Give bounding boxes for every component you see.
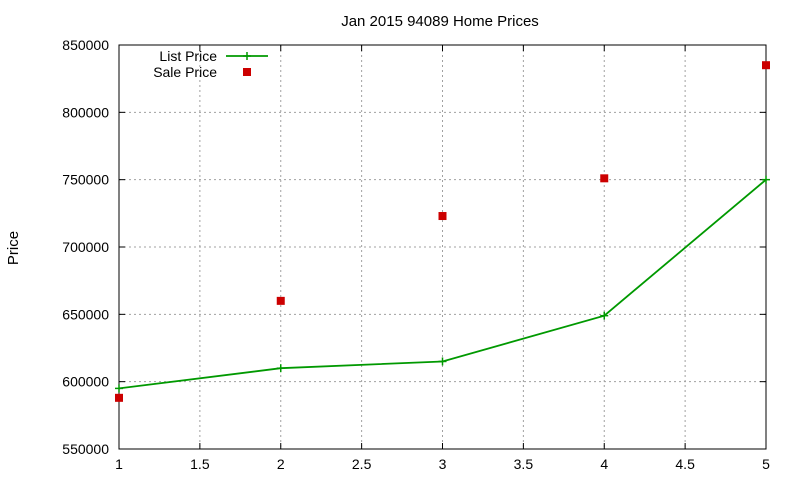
- y-tick-label: 750000: [62, 172, 109, 188]
- list-price-point: [115, 384, 123, 393]
- series-layer: [115, 61, 770, 402]
- legend-marker-list-price: [243, 52, 251, 60]
- list-price-point: [438, 357, 447, 366]
- x-tick-label: 3: [439, 456, 447, 472]
- y-tick-label: 850000: [62, 37, 109, 53]
- sale-price-point: [600, 174, 609, 183]
- list-price-point: [762, 175, 770, 184]
- sale-price-point: [115, 393, 123, 402]
- y-tick-label: 800000: [62, 104, 109, 120]
- sale-price-point: [762, 61, 770, 70]
- x-tick-label: 2.5: [352, 456, 372, 472]
- x-tick-label: 4.5: [675, 456, 695, 472]
- y-tick-label: 650000: [62, 306, 109, 322]
- legend-marker-sale-price: [243, 68, 251, 76]
- y-tick-label: 600000: [62, 374, 109, 390]
- x-tick-label: 3.5: [514, 456, 534, 472]
- list-price-point: [276, 364, 285, 373]
- x-tick-label: 1.5: [190, 456, 210, 472]
- y-tick-label: 700000: [62, 239, 109, 255]
- legend-label-list-price: List Price: [159, 48, 217, 64]
- y-tick-label: 550000: [62, 441, 109, 457]
- list-price-point: [600, 311, 609, 320]
- grid: [119, 45, 766, 449]
- x-tick-label: 5: [762, 456, 770, 472]
- x-tick-label: 2: [277, 456, 285, 472]
- sale-price-point: [276, 296, 285, 305]
- x-tick-label: 1: [115, 456, 123, 472]
- axes: 1 1.5 2 2.5 3 3.5 4 4.5 5 550000 600000 650000 70000…: [62, 37, 770, 472]
- x-tick-label: 4: [600, 456, 608, 472]
- legend-label-sale-price: Sale Price: [153, 64, 217, 80]
- y-axis-label: Price: [5, 231, 22, 265]
- sale-price-point: [438, 212, 447, 221]
- chart-title: Jan 2015 94089 Home Prices: [341, 13, 539, 30]
